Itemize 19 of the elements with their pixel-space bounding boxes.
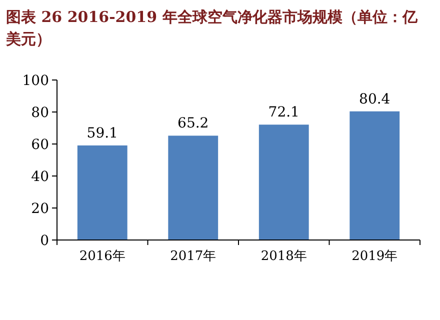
x-tick-label: 2018年 — [260, 249, 307, 264]
bar — [77, 145, 128, 240]
chart-title: 图表 26 2016-2019 年全球空气净化器市场规模（单位：亿美元） — [6, 7, 418, 50]
y-tick-label: 80 — [31, 105, 49, 121]
bar — [258, 124, 309, 240]
bar — [350, 111, 400, 240]
x-tick-label: 2017年 — [170, 249, 216, 264]
data-label: 72.1 — [268, 104, 300, 121]
y-tick-label: 100 — [22, 73, 49, 89]
bar — [168, 136, 218, 240]
y-tick-label: 0 — [40, 233, 49, 249]
y-tick-label: 20 — [31, 201, 49, 217]
x-tick-label: 2019年 — [352, 249, 398, 264]
y-tick-label: 60 — [31, 137, 49, 153]
x-tick-label: 2016年 — [79, 249, 126, 264]
y-tick-label: 40 — [31, 169, 49, 185]
data-label: 59.1 — [86, 125, 118, 142]
data-label: 80.4 — [359, 91, 390, 108]
data-label: 65.2 — [178, 116, 209, 132]
